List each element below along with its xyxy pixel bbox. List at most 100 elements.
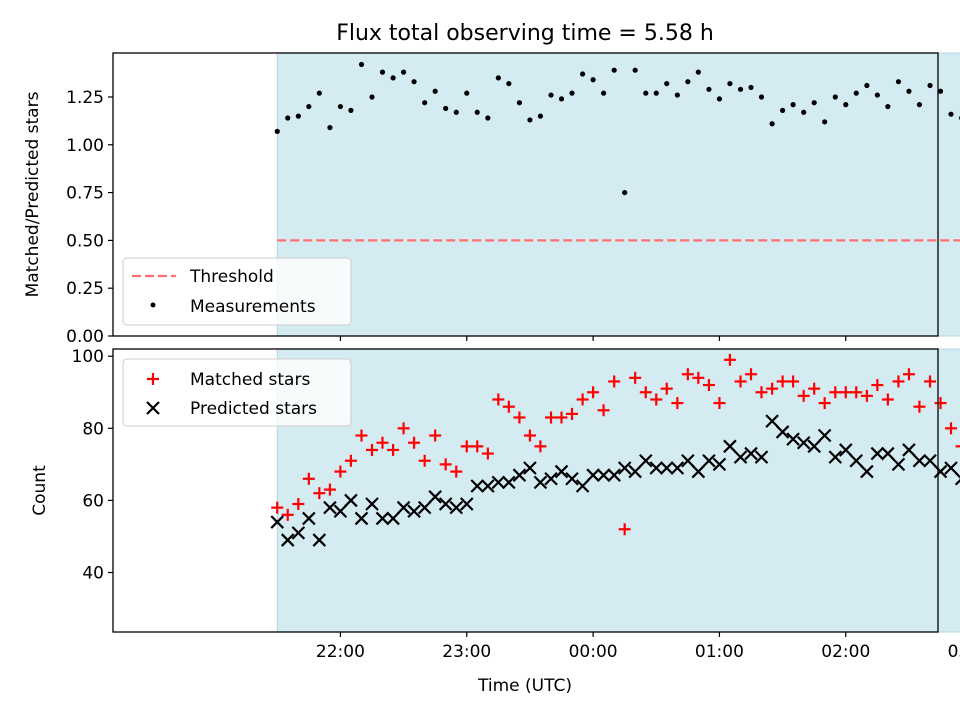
predicted-star-mark-b — [565, 472, 579, 486]
matched-star-point — [692, 371, 705, 384]
measurement-point — [348, 107, 354, 113]
matched-star-point — [471, 440, 484, 453]
predicted-star-point — [565, 472, 579, 486]
measurement-point — [758, 94, 765, 100]
matched-star-point — [766, 382, 779, 395]
predicted-star-mark-b — [796, 435, 811, 450]
x-tick-label: 01:00 — [695, 642, 744, 662]
predicted-legend-swatch — [146, 401, 160, 415]
measurement-point — [379, 69, 386, 75]
predicted-star-mark-b — [344, 493, 358, 508]
predicted-star-point — [438, 497, 453, 511]
measurements-legend-label: Measurements — [190, 297, 316, 317]
predicted-star-mark-b — [754, 450, 769, 464]
matched-star-point — [418, 454, 431, 467]
matched-star-point — [408, 436, 421, 449]
matched-star-point — [702, 379, 715, 392]
matched-star-point — [323, 483, 336, 496]
predicted-star-point — [344, 493, 358, 508]
measurement-point — [548, 92, 554, 98]
matched-star-point — [387, 443, 400, 456]
matched-star-point — [302, 472, 315, 485]
measurement-point — [864, 82, 870, 89]
measurement-point — [464, 90, 470, 96]
predicted-star-point — [744, 446, 758, 461]
predicted-star-mark-b — [702, 453, 716, 468]
matched-star-point — [902, 368, 915, 381]
matched-star-point — [555, 411, 568, 424]
matched-star-point — [681, 368, 694, 381]
measurement-point — [443, 105, 449, 112]
matched-star-point — [439, 458, 452, 471]
predicted-star-mark-b — [607, 468, 621, 482]
predicted-star-mark-b — [954, 478, 960, 486]
y-tick-label: 0.50 — [66, 231, 104, 251]
x-tick-label: 00:00 — [569, 642, 618, 662]
count-panel: 40 60 80 100 22:00 23:00 00:00 01:00 02:00 03:00… — [30, 347, 960, 662]
measurement-point — [316, 90, 322, 96]
matched-star-point — [660, 382, 673, 395]
predicted-star-mark-b — [502, 475, 516, 490]
predicted-star-point — [544, 472, 558, 486]
predicted-star-mark-b — [417, 500, 432, 515]
measurement-point — [632, 67, 638, 73]
matched-star-point — [787, 375, 800, 388]
matched-star-point — [576, 393, 589, 406]
predicted-star-point — [881, 446, 895, 461]
x-tick-label: 02:00 — [821, 642, 870, 662]
measurement-point — [506, 80, 512, 87]
matched-star-point — [281, 508, 294, 521]
predicted-star-mark-b — [291, 526, 306, 540]
predicted-star-mark-b — [617, 461, 632, 475]
measurement-point — [874, 92, 880, 98]
predicted-star-mark-b — [670, 461, 685, 475]
x-tick-label: 03:00 — [948, 642, 960, 662]
measurement-point — [948, 111, 954, 117]
predicted-star-point — [754, 450, 769, 464]
predicted-star-point — [323, 500, 337, 515]
matched-star-point — [450, 465, 463, 478]
predicted-star-point — [860, 464, 874, 479]
predicted-star-point — [280, 533, 295, 547]
predicted-star-mark-b — [312, 533, 327, 547]
predicted-star-point — [923, 453, 937, 468]
predicted-star-mark-b — [765, 414, 779, 428]
predicted-star-mark-b — [881, 446, 895, 461]
predicted-star-mark-b — [270, 515, 285, 529]
count-y-axis: 40 60 80 100 — [72, 347, 113, 584]
chart-title: Flux total observing time = 5.58 h — [336, 21, 714, 46]
ratio-legend-box — [122, 257, 352, 326]
predicted-star-mark-b — [817, 428, 832, 443]
measurement-point — [432, 88, 438, 94]
matched-star-point — [534, 440, 547, 453]
predicted-star-mark-b — [860, 464, 874, 479]
matched-star-point — [513, 411, 526, 424]
matched-star-point — [945, 422, 958, 435]
measurement-point — [822, 119, 828, 125]
measurement-point — [600, 90, 607, 96]
predicted-star-mark-b — [849, 453, 864, 468]
y-tick-label: 1.25 — [66, 88, 104, 108]
ratio-y-label: Matched/Predicted stars — [23, 91, 43, 297]
measurement-point — [495, 75, 501, 81]
predicted-star-mark-b — [396, 500, 411, 515]
matched-star-point — [397, 422, 410, 435]
measurement-point — [727, 80, 733, 87]
matched-star-point — [334, 465, 347, 478]
predicted-star-point — [702, 453, 716, 468]
measurement-point — [390, 75, 396, 81]
measurement-point — [611, 67, 617, 73]
matched-star-point — [913, 400, 926, 413]
y-tick-label: 1.00 — [66, 136, 104, 156]
predicted-star-mark-b — [775, 425, 790, 439]
predicted-star-point — [902, 443, 916, 457]
matched-star-point — [797, 389, 810, 402]
measurement-point — [474, 109, 480, 115]
matched-star-point — [587, 386, 600, 399]
matched-star-point — [839, 386, 852, 399]
y-tick-label: 0.00 — [66, 327, 104, 347]
predicted-star-point — [681, 453, 695, 468]
measurement-point — [369, 94, 375, 100]
predicted-star-mark-b — [481, 479, 495, 493]
predicted-star-mark-b — [586, 468, 600, 482]
